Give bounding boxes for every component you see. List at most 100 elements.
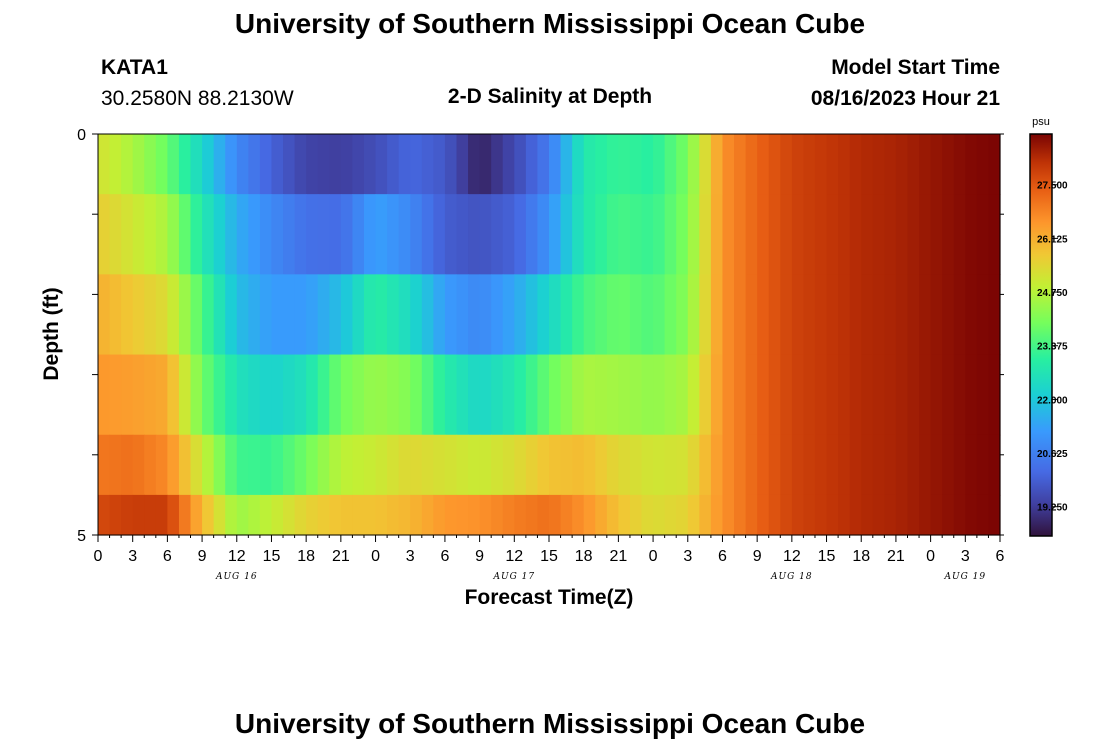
- heatmap-cell: [225, 134, 238, 195]
- heatmap-cell: [687, 134, 700, 195]
- heatmap-cell: [340, 434, 354, 496]
- heatmap-cell: [641, 274, 654, 356]
- heatmap-cell: [953, 354, 966, 436]
- heatmap-cell: [745, 134, 758, 195]
- date-label: AUG 16: [215, 572, 258, 582]
- heatmap-cell: [340, 494, 354, 536]
- heatmap-cell: [699, 134, 712, 195]
- x-tick-label: 21: [887, 548, 905, 565]
- heatmap-cell: [965, 134, 978, 195]
- heatmap-cell: [468, 134, 481, 195]
- heatmap-cell: [780, 194, 793, 275]
- heatmap-cell: [722, 494, 735, 536]
- heatmap-cell: [930, 354, 943, 436]
- heatmap-cell: [98, 194, 111, 275]
- heatmap-cell: [965, 274, 978, 356]
- heatmap-cell: [468, 434, 481, 496]
- heatmap-cell: [178, 494, 192, 536]
- heatmap-cell: [653, 434, 666, 496]
- heatmap-cell: [121, 434, 134, 496]
- heatmap-cell: [352, 354, 365, 436]
- heatmap-cell: [202, 134, 215, 195]
- heatmap-cell: [618, 194, 631, 275]
- heatmap-cell: [687, 194, 700, 275]
- heatmap-cell: [98, 494, 111, 536]
- heatmap-cell: [895, 494, 909, 536]
- heatmap-cell: [791, 494, 805, 536]
- heatmap-cell: [248, 134, 261, 195]
- heatmap-cell: [930, 274, 943, 356]
- heatmap-cell: [664, 194, 677, 275]
- heatmap-cell: [456, 434, 469, 496]
- heatmap-cell: [329, 434, 342, 496]
- heatmap-cell: [745, 194, 758, 275]
- x-axis-label: Forecast Time(Z): [465, 586, 634, 609]
- heatmap-cell: [606, 134, 619, 195]
- heatmap-cell: [826, 134, 839, 195]
- heatmap-cell: [699, 274, 712, 356]
- heatmap-cell: [363, 134, 377, 195]
- heatmap-cell: [491, 354, 504, 436]
- heatmap-cell: [375, 494, 388, 536]
- heatmap-cell: [803, 134, 816, 195]
- heatmap-cell: [410, 194, 423, 275]
- heatmap-cell: [98, 354, 111, 436]
- heatmap-cell: [595, 494, 608, 536]
- heatmap-cell: [283, 194, 296, 275]
- heatmap-cell: [572, 494, 585, 536]
- heatmap-cell: [606, 354, 619, 436]
- heatmap-cell: [363, 434, 377, 496]
- heatmap-cell: [907, 194, 920, 275]
- heatmap-cell: [190, 194, 203, 275]
- heatmap-cell: [861, 354, 874, 436]
- heatmap-cell: [248, 194, 261, 275]
- heatmap-cell: [803, 494, 816, 536]
- heatmap-cell: [780, 354, 793, 436]
- heatmap-cell: [895, 274, 909, 356]
- heatmap-cell: [178, 194, 192, 275]
- heatmap-cell: [259, 194, 273, 275]
- heatmap-cell: [479, 354, 492, 436]
- heatmap-cell: [826, 354, 839, 436]
- heatmap-cell: [329, 494, 342, 536]
- heatmap-cell: [468, 494, 481, 536]
- heatmap-cell: [664, 274, 677, 356]
- heatmap-cell: [826, 494, 839, 536]
- heatmap-cell: [525, 274, 539, 356]
- heatmap-cell: [144, 194, 157, 275]
- heatmap-cell: [687, 354, 700, 436]
- model-start-value: 08/16/2023 Hour 21: [810, 87, 1000, 110]
- x-tick-label: 18: [852, 548, 870, 565]
- heatmap-cell: [606, 494, 619, 536]
- heatmap-cell: [271, 494, 284, 536]
- heatmap-cell: [109, 134, 122, 195]
- heatmap-cell: [919, 194, 932, 275]
- heatmap-cell: [710, 354, 724, 436]
- heatmap-cell: [317, 434, 330, 496]
- heatmap-cell: [294, 354, 307, 436]
- heatmap-cell: [363, 494, 377, 536]
- heatmap-cell: [549, 194, 562, 275]
- heatmap-cell: [988, 354, 1001, 436]
- heatmap-cell: [734, 194, 747, 275]
- colorbar-tick-label: 20.625: [1037, 449, 1068, 460]
- heatmap-cell: [132, 434, 145, 496]
- heatmap-cell: [664, 134, 677, 195]
- heatmap-cell: [942, 134, 955, 195]
- heatmap-cell: [144, 494, 157, 536]
- heatmap-cell: [745, 434, 758, 496]
- heatmap-cell: [190, 354, 203, 436]
- heatmap-cell: [340, 274, 354, 356]
- heatmap-cell: [930, 434, 943, 496]
- heatmap-cell: [988, 194, 1001, 275]
- heatmap-cell: [826, 434, 839, 496]
- heatmap-cell: [410, 274, 423, 356]
- heatmap-cell: [306, 274, 319, 356]
- heatmap-cell: [560, 194, 573, 275]
- heatmap-cell: [768, 434, 781, 496]
- heatmap-cell: [780, 134, 793, 195]
- heatmap-cell: [294, 434, 307, 496]
- heatmap-cell: [976, 494, 990, 536]
- heatmap-cell: [907, 354, 920, 436]
